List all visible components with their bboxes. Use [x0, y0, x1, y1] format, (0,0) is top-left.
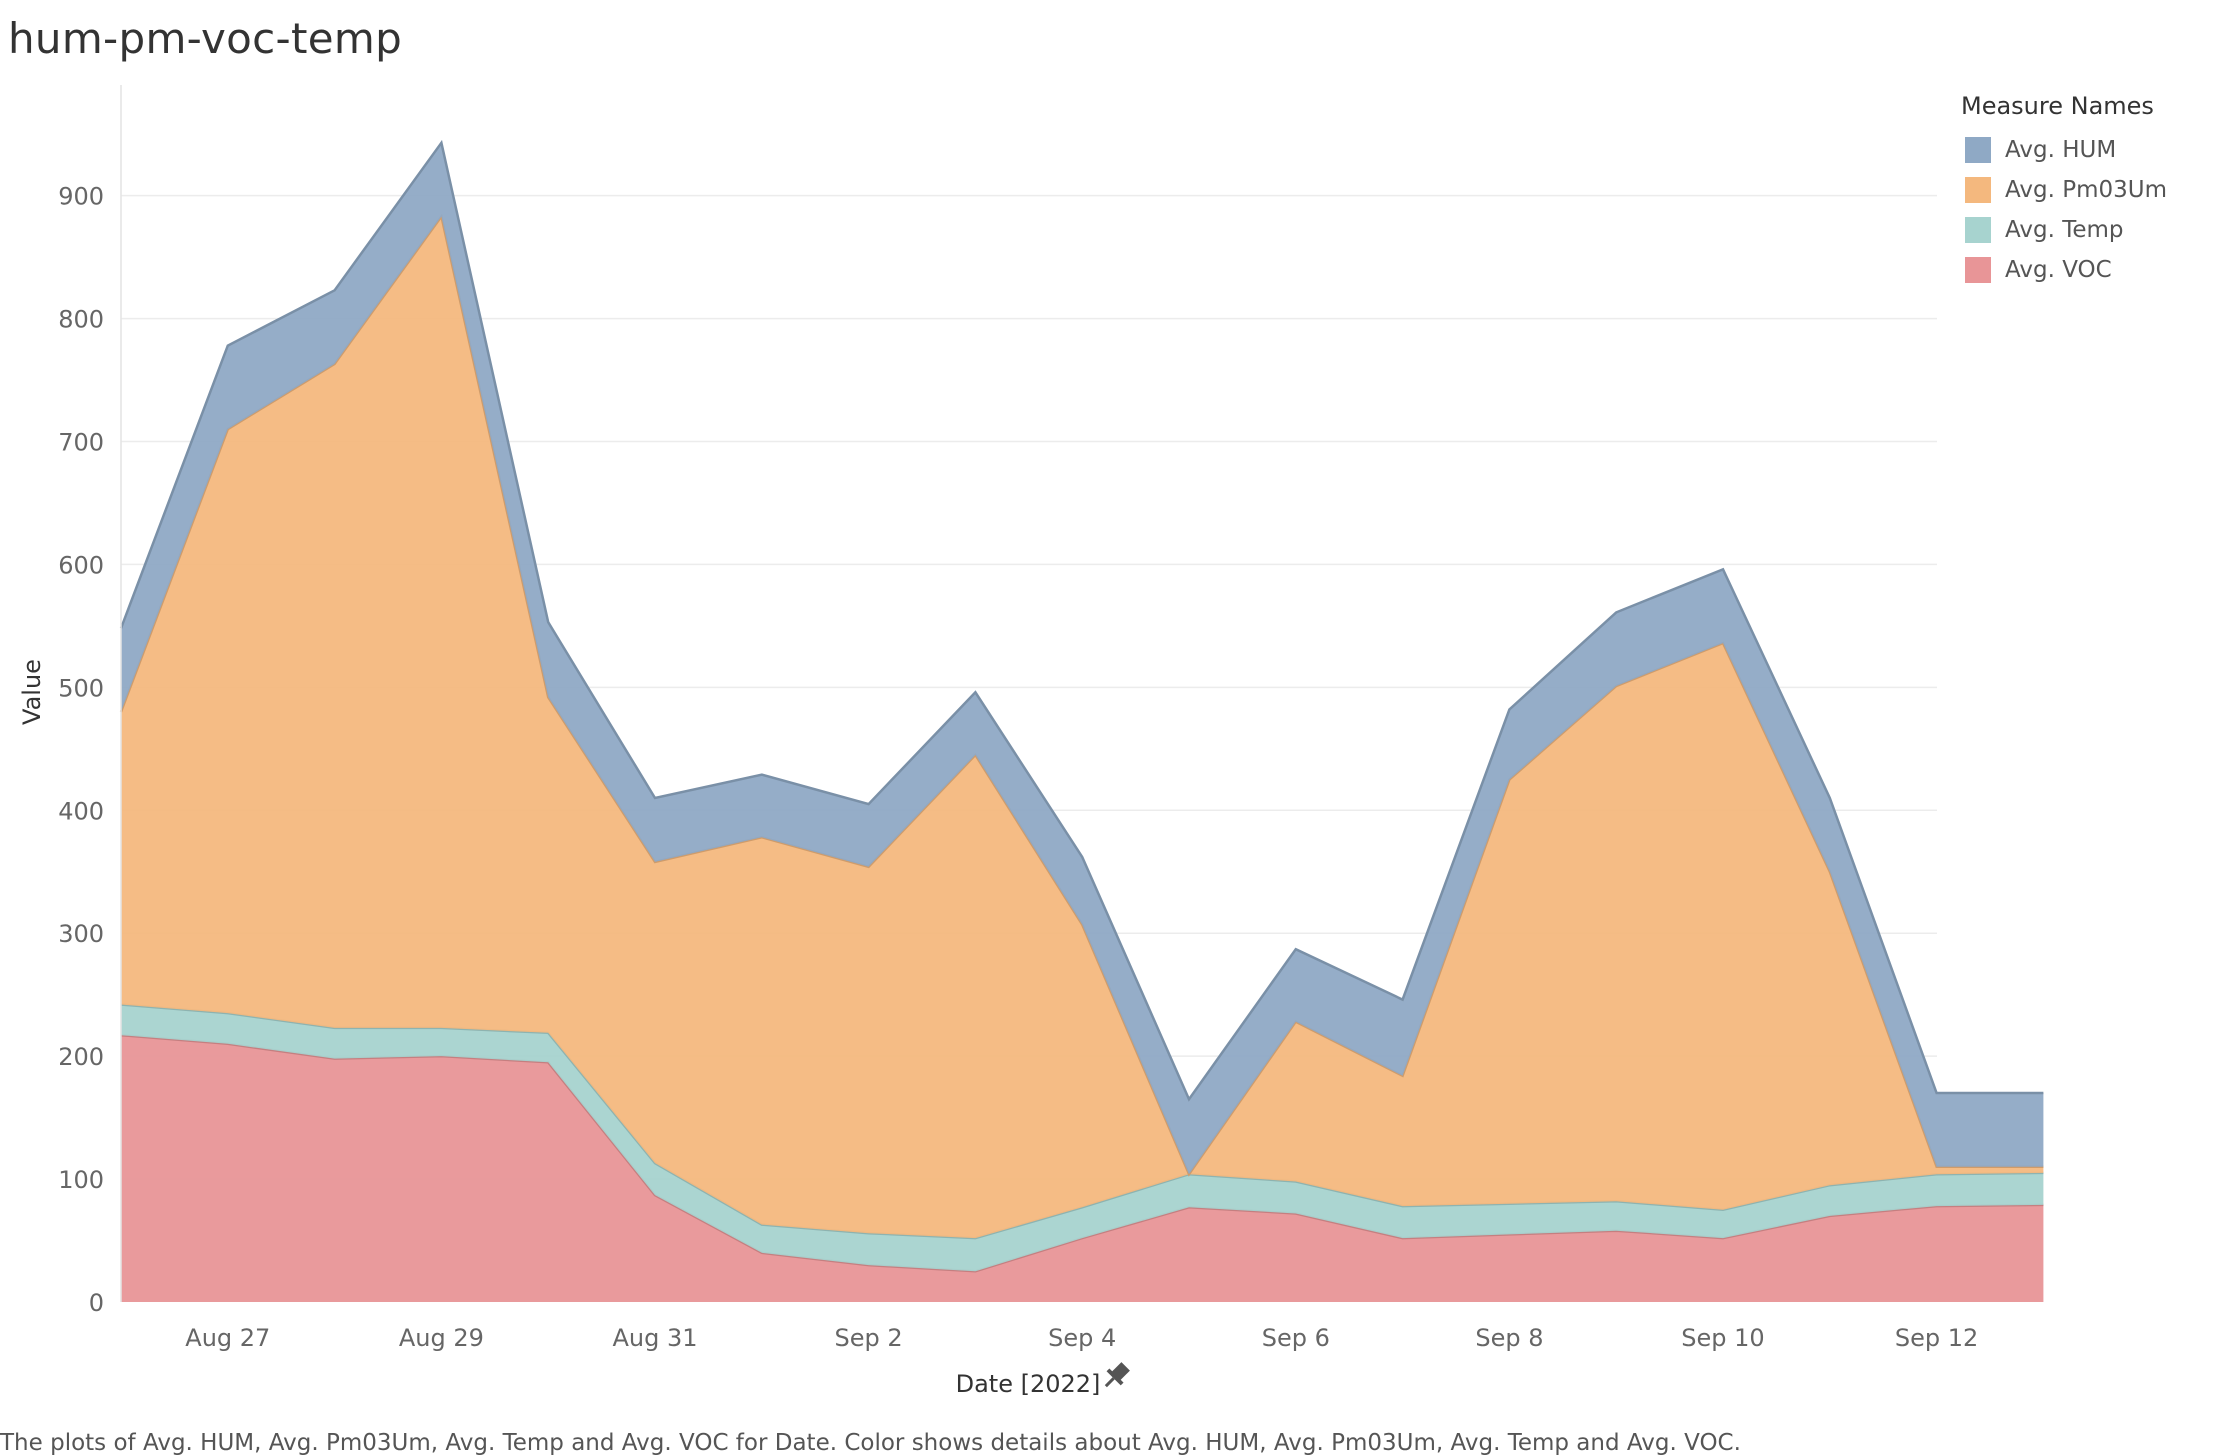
pin-icon[interactable]: [1099, 1359, 1133, 1393]
x-tick-label: Aug 31: [612, 1324, 697, 1352]
area-avg-voc[interactable]: [121, 1035, 2044, 1302]
y-tick-label: 600: [58, 551, 104, 579]
area-avg-hum[interactable]: [121, 142, 2044, 1175]
x-tick-label: Sep 10: [1681, 1324, 1764, 1352]
legend-swatch: [1965, 137, 1991, 163]
legend-label: Avg. HUM: [2005, 137, 2117, 163]
y-tick-label: 800: [58, 306, 104, 334]
legend-swatch: [1965, 217, 1991, 243]
legend-items: Avg. HUM Avg. Pm03Um Avg. Temp Avg. VOC: [1961, 130, 2167, 290]
legend-label: Avg. Temp: [2005, 217, 2124, 243]
legend-item-avg-voc[interactable]: Avg. VOC: [1961, 250, 2167, 290]
y-tick-label: 200: [58, 1043, 104, 1071]
x-tick-label: Sep 8: [1475, 1324, 1543, 1352]
legend-label: Avg. Pm03Um: [2005, 177, 2167, 203]
y-tick-label: 400: [58, 797, 104, 825]
legend-label: Avg. VOC: [2005, 257, 2112, 283]
x-tick-label: Sep 6: [1262, 1324, 1330, 1352]
legend-swatch: [1965, 257, 1991, 283]
x-axis-title-group: Date [2022]: [956, 1359, 1133, 1398]
x-tick-label: Aug 27: [185, 1324, 270, 1352]
area-avg-temp[interactable]: [121, 1004, 2044, 1272]
x-axis-title: Date [2022]: [956, 1370, 1101, 1398]
x-tick-label: Sep 4: [1048, 1324, 1116, 1352]
area-layer: [119, 139, 2044, 1302]
chart-title: hum-pm-voc-temp: [8, 14, 403, 63]
y-tick-label: 500: [58, 674, 104, 702]
legend-title: Measure Names: [1961, 92, 2154, 120]
legend: Measure Names Avg. HUM Avg. Pm03Um Avg. Te…: [1961, 92, 2167, 290]
legend-item-avg-temp[interactable]: Avg. Temp: [1961, 210, 2167, 250]
chart-caption: The plots of Avg. HUM, Avg. Pm03Um, Avg.…: [0, 1430, 1741, 1456]
y-tick-label: 900: [58, 183, 104, 211]
line-avg-hum: [119, 139, 2044, 1102]
x-tick-label: Sep 2: [835, 1324, 903, 1352]
y-tick-label: 100: [58, 1166, 104, 1194]
x-tick-label: Aug 29: [399, 1324, 484, 1352]
legend-item-avg-hum[interactable]: Avg. HUM: [1961, 130, 2167, 170]
y-tick-label: 0: [89, 1289, 104, 1317]
y-tick-label: 700: [58, 428, 104, 456]
y-tick-label: 300: [58, 920, 104, 948]
legend-swatch: [1965, 177, 1991, 203]
area-avg-pm03um[interactable]: [121, 216, 2044, 1239]
x-tick-label: Sep 12: [1895, 1324, 1978, 1352]
axes: 0 100 200 300 400 500 600 700 800 900 Aug 27 Aug 29…: [58, 85, 1978, 1352]
y-axis-title: Value: [18, 659, 46, 725]
legend-item-avg-pm03um[interactable]: Avg. Pm03Um: [1961, 170, 2167, 210]
